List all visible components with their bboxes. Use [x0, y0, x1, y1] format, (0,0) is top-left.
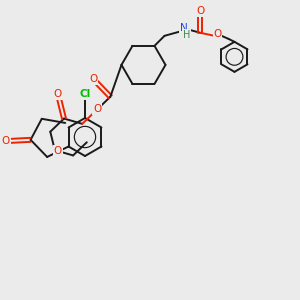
- Text: O: O: [54, 146, 62, 156]
- Text: O: O: [93, 104, 101, 114]
- Text: O: O: [213, 29, 222, 39]
- Text: O: O: [89, 74, 97, 84]
- Text: H: H: [183, 30, 190, 40]
- Text: N: N: [180, 23, 188, 33]
- Text: Cl: Cl: [80, 89, 91, 99]
- Text: O: O: [2, 136, 10, 146]
- Text: O: O: [196, 6, 205, 16]
- Text: O: O: [54, 89, 62, 99]
